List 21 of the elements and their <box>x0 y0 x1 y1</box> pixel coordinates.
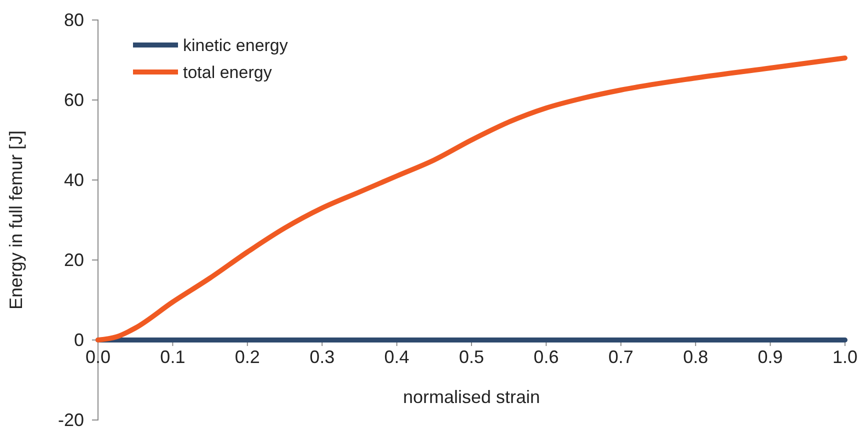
x-tick-label: 0.4 <box>384 346 410 367</box>
y-tick-label: 0 <box>74 330 84 350</box>
x-tick-label: 0.9 <box>758 346 783 367</box>
x-tick-label: 0.5 <box>458 346 484 367</box>
x-axis-title: normalised strain <box>402 387 540 407</box>
x-tick-label: 0.7 <box>608 346 634 367</box>
legend-label: kinetic energy <box>183 36 288 55</box>
x-tick-label: 0.1 <box>160 346 186 367</box>
y-tick-label: 80 <box>64 10 84 30</box>
x-tick-label: 0.3 <box>310 346 335 367</box>
x-tick-label: 0.2 <box>234 346 260 367</box>
y-tick-label: 20 <box>64 250 84 270</box>
y-tick-label: 60 <box>64 90 84 110</box>
x-tick-label: 0.8 <box>683 346 708 367</box>
y-axis-title: Energy in full femur [J] <box>6 130 26 310</box>
x-tick-label: 1.0 <box>832 346 858 367</box>
y-tick-label: -20 <box>58 410 84 430</box>
x-tick-label: 0.6 <box>534 346 559 367</box>
x-tick-label: 0.0 <box>85 346 111 367</box>
y-tick-label: 40 <box>64 170 84 190</box>
legend-label: total energy <box>183 63 272 82</box>
